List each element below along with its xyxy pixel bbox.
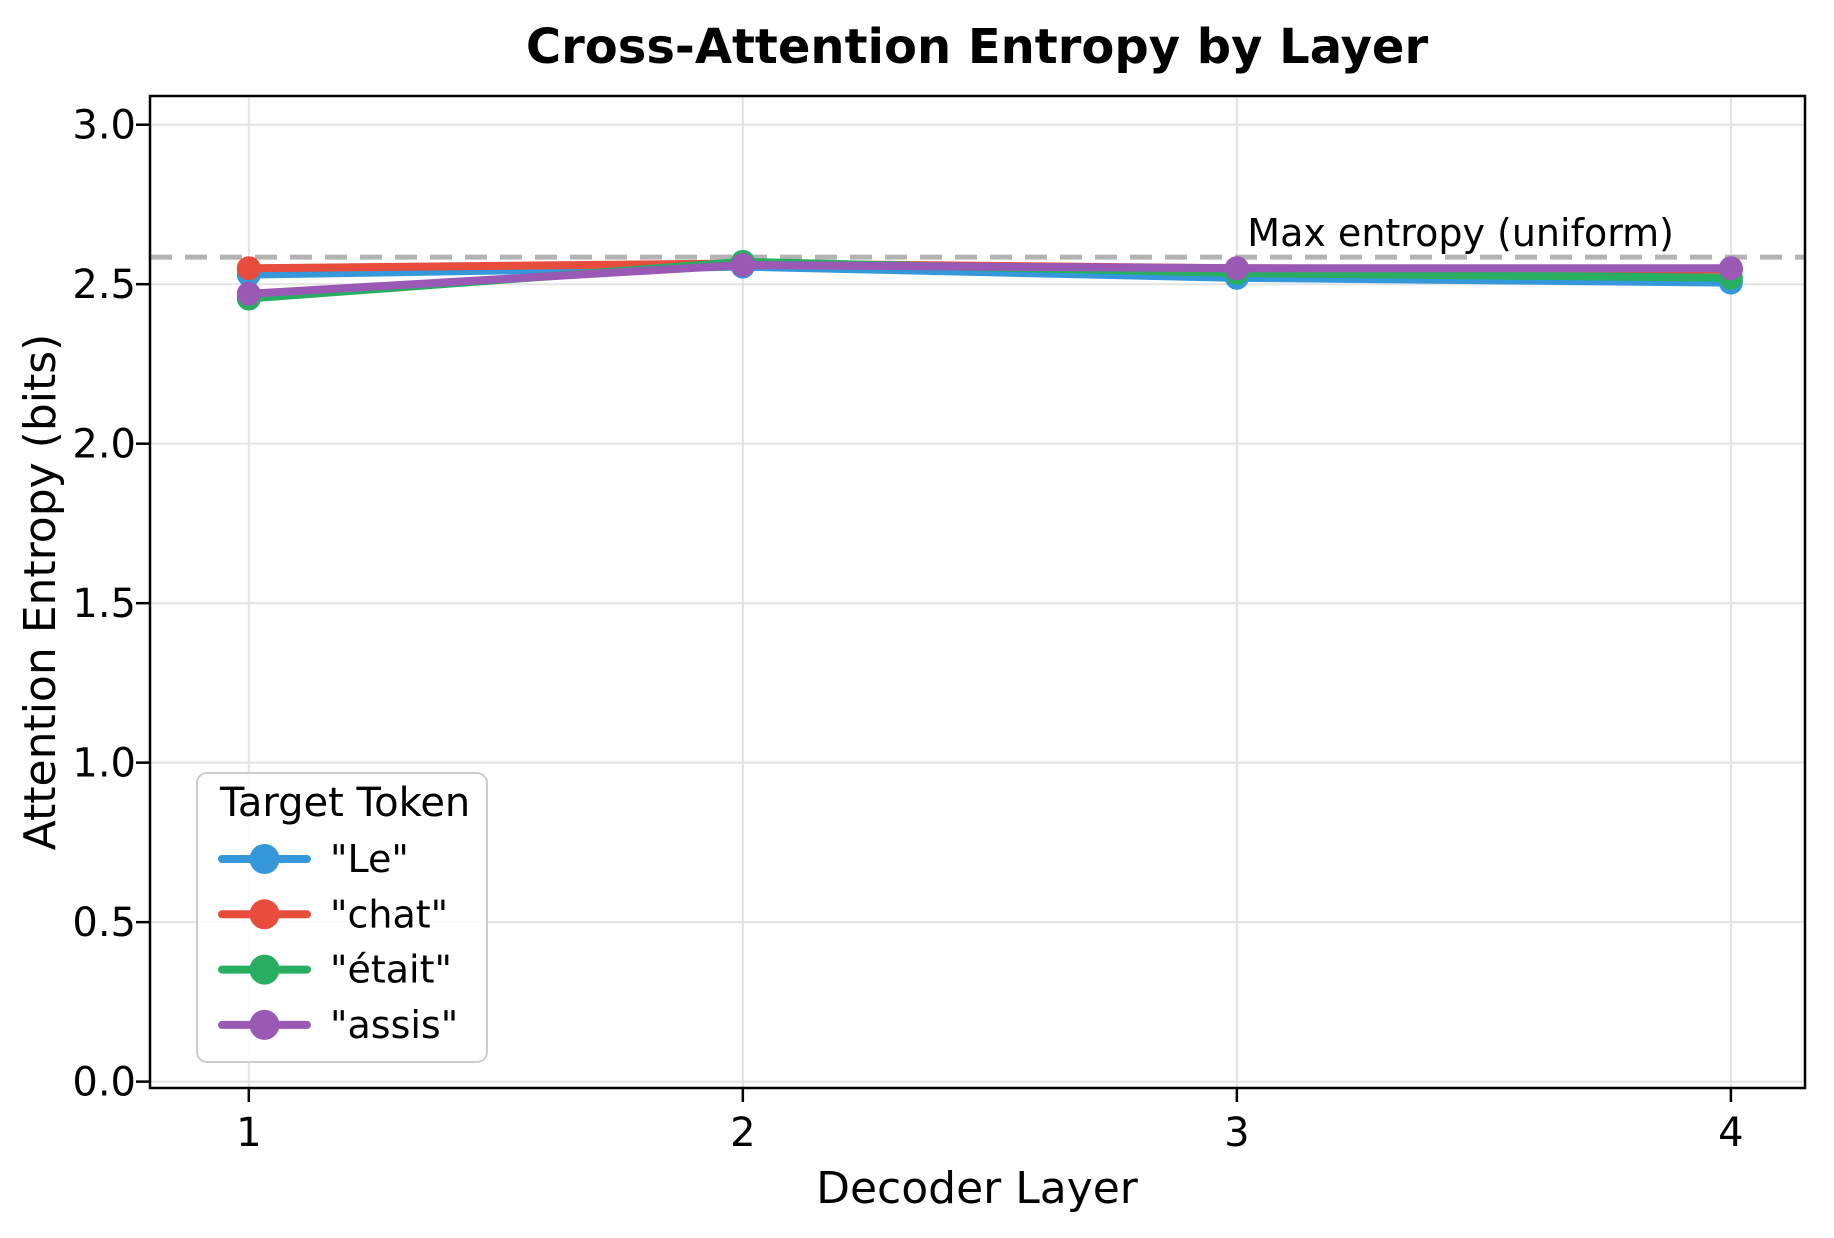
data-point-marker xyxy=(1718,256,1743,281)
x-tick-label: 4 xyxy=(1718,1110,1743,1156)
plot-border xyxy=(148,94,1807,1090)
legend-marker-sample xyxy=(249,844,280,874)
x-tick-label: 1 xyxy=(236,1110,261,1156)
x-tick-label: 2 xyxy=(730,1110,755,1156)
data-point-marker xyxy=(1224,256,1249,281)
plot-border-rect xyxy=(148,94,1807,1090)
legend-entries: "Le" "chat" "était" "assis" xyxy=(218,837,458,1047)
y-tick-label: 1.5 xyxy=(72,581,136,627)
y-tick-label: 0.0 xyxy=(72,1060,136,1106)
legend: Target Token "Le" "chat" "était" "assis" xyxy=(196,772,488,1063)
legend-marker-sample xyxy=(249,899,280,930)
x-axis-label: Decoder Layer xyxy=(816,1163,1139,1214)
data-point-marker xyxy=(236,256,261,281)
legend-entry-label: "chat" xyxy=(330,892,448,936)
y-tick-label: 3.0 xyxy=(72,103,136,149)
data-point-marker xyxy=(236,281,261,306)
series-line xyxy=(244,261,1735,298)
legend-entry-label: "assis" xyxy=(330,1003,458,1047)
series-line xyxy=(244,262,1735,287)
axis-ticks: 0.0 0.5 1.0 1.5 2.0 2.5 3.0 1 2 3 4 xyxy=(72,103,1743,1156)
y-axis-label: Attention Entropy (bits) xyxy=(15,334,66,851)
legend-entry-label: "Le" xyxy=(330,837,409,881)
series-lines xyxy=(236,249,1743,311)
y-tick-label: 2.0 xyxy=(72,422,136,468)
legend-entry-label: "était" xyxy=(330,948,452,992)
y-tick-label: 0.5 xyxy=(72,900,136,946)
y-tick-label: 2.5 xyxy=(72,262,136,308)
legend-title: Target Token xyxy=(219,780,470,826)
legend-marker-sample xyxy=(249,954,280,985)
data-point-marker xyxy=(730,253,755,278)
chart-title: Cross-Attention Entropy by Layer xyxy=(526,19,1429,75)
max-entropy-annotation: Max entropy (uniform) xyxy=(1247,211,1674,255)
x-tick-label: 3 xyxy=(1224,1110,1249,1156)
legend-marker-sample xyxy=(249,1009,280,1040)
y-tick-label: 1.0 xyxy=(72,741,136,787)
